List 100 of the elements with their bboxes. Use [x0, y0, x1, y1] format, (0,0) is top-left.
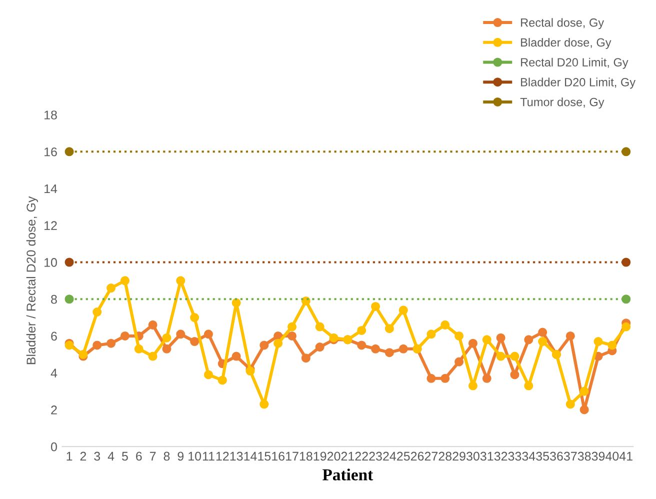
point	[134, 344, 144, 354]
point	[440, 374, 450, 383]
x-tick-label: 7	[150, 452, 156, 461]
x-tick-label: 3	[94, 452, 100, 461]
point	[454, 357, 464, 366]
point	[190, 337, 200, 346]
x-tick-label: 32	[494, 452, 508, 461]
point	[176, 276, 186, 286]
point	[384, 348, 394, 358]
x-tick-label: 10	[188, 452, 202, 461]
y-axis-title: Bladder / Rectal D20 dose, Gy	[26, 196, 38, 364]
x-tick-label: 1	[66, 452, 72, 461]
point	[260, 340, 269, 350]
point	[524, 335, 534, 344]
point	[371, 302, 380, 312]
x-tick-label: 18	[300, 452, 312, 461]
x-tick-label: 29	[452, 452, 466, 461]
x-tick-label: 25	[397, 452, 410, 461]
point	[162, 333, 172, 342]
point	[510, 352, 520, 361]
point	[64, 294, 74, 304]
point	[315, 322, 324, 332]
point	[440, 320, 450, 330]
x-tick-label: 17	[286, 452, 298, 461]
point	[204, 330, 213, 339]
point	[371, 344, 380, 354]
x-tick-label: 4	[108, 452, 114, 461]
x-tick-label: 31	[480, 452, 494, 461]
point	[426, 330, 436, 339]
point	[524, 381, 534, 390]
point	[398, 344, 408, 354]
point	[301, 354, 310, 363]
point	[357, 326, 366, 335]
x-tick-label: 5	[122, 452, 128, 461]
point	[64, 258, 74, 267]
x-tick-label: 22	[355, 452, 368, 461]
x-tick-label: 33	[508, 452, 522, 461]
x-tick-label: 20	[327, 452, 340, 461]
point	[580, 386, 589, 396]
y-tick-label: 12	[44, 221, 57, 230]
point	[162, 344, 172, 354]
point	[64, 147, 74, 156]
point	[287, 322, 297, 332]
point	[594, 337, 603, 346]
point	[622, 258, 631, 267]
x-tick-label: 13	[230, 452, 243, 461]
y-tick-label: 10	[44, 258, 57, 267]
point	[260, 400, 269, 409]
x-tick-label: 2	[80, 452, 86, 461]
point	[622, 322, 631, 332]
point	[426, 374, 436, 383]
x-tick-label: 8	[164, 452, 170, 461]
point	[274, 338, 283, 348]
x-tick-label: 14	[244, 452, 257, 461]
x-tick-label: 27	[424, 452, 438, 461]
point	[538, 328, 548, 337]
legend-label: Tumor dose, Gy	[520, 98, 604, 109]
point	[106, 284, 116, 293]
x-tick-label: 21	[341, 452, 354, 461]
point	[482, 335, 492, 344]
y-tick-label: 6	[51, 332, 57, 341]
point	[384, 324, 394, 334]
x-axis-title: Patient	[322, 468, 374, 480]
point	[232, 352, 241, 361]
point	[510, 370, 520, 380]
x-tick-label: 23	[369, 452, 382, 461]
point	[622, 294, 631, 304]
point	[398, 306, 408, 315]
point	[566, 331, 575, 341]
point	[106, 338, 116, 348]
y-tick-label: 0	[50, 442, 57, 452]
legend-label: Rectal dose, Gy	[521, 18, 604, 30]
x-tick-label: 39	[592, 452, 605, 461]
x-tick-label: 35	[536, 452, 549, 461]
point	[566, 400, 575, 409]
y-tick-label: 2	[51, 406, 57, 414]
x-tick-label: 15	[258, 452, 271, 461]
point	[176, 330, 186, 339]
point	[622, 147, 631, 156]
point	[120, 276, 130, 286]
x-tick-label: 34	[522, 452, 536, 461]
point	[608, 340, 617, 350]
x-tick-label: 40	[605, 452, 619, 461]
x-tick-label: 38	[578, 452, 591, 461]
point	[232, 298, 241, 308]
point	[190, 313, 200, 322]
point	[120, 331, 130, 341]
point	[468, 338, 478, 348]
point	[468, 381, 478, 390]
point	[580, 405, 589, 414]
point	[287, 331, 297, 341]
x-tick-label: 11	[202, 452, 214, 461]
x-tick-label: 6	[136, 452, 142, 461]
y-tick-label: 16	[44, 147, 57, 156]
y-tick-label: 4	[50, 368, 58, 378]
legend-label: Bladder dose, Gy	[521, 38, 612, 49]
x-tick-label: 28	[438, 452, 452, 461]
y-tick-label: 8	[51, 294, 57, 304]
x-tick-label: 12	[216, 452, 229, 461]
point	[482, 374, 492, 383]
